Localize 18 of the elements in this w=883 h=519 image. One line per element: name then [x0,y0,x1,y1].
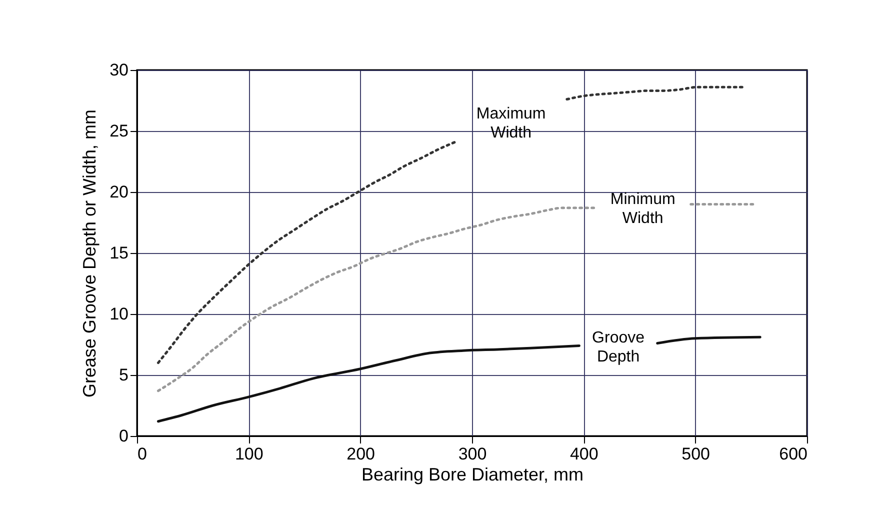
x-tick-label: 600 [779,444,808,464]
x-tick-label: 400 [570,444,598,464]
y-tick-label: 0 [119,426,128,446]
y-tick-label: 25 [110,122,128,140]
y-tick-label: 30 [110,60,128,80]
x-tick-label: 200 [346,444,376,464]
series-label: Minimum Width [610,191,676,228]
x-tick-label: 500 [682,444,710,464]
x-tick-label: 0 [138,444,147,464]
y-axis-title: Grease Groove Depth or Width, mm [80,109,100,398]
y-tick-label: 10 [110,304,128,324]
x-tick-label: 100 [234,444,264,464]
y-tick-label: 15 [110,244,128,262]
x-axis-title: Bearing Bore Diameter, mm [361,464,584,484]
x-tick-label: 300 [458,444,487,464]
y-tick-label: 5 [119,366,128,384]
y-tick-label: 20 [110,182,128,202]
series-label: Groove Depth [592,330,645,366]
